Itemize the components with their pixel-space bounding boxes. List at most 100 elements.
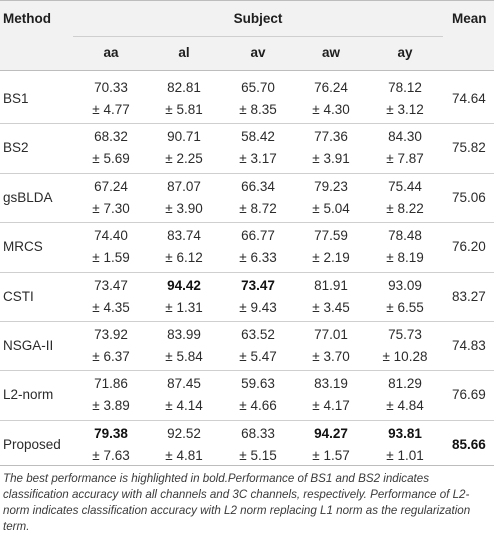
cell-value: 66.34 bbox=[241, 178, 275, 194]
cell-value: 59.63 bbox=[241, 376, 275, 392]
cell-sd: ± 3.12 bbox=[386, 102, 424, 117]
cell-sd: ± 2.19 bbox=[312, 250, 350, 266]
cell-sd: ± 3.70 bbox=[312, 349, 350, 364]
cell-value: 77.01 bbox=[314, 327, 348, 342]
subject-underline bbox=[73, 36, 443, 37]
row-method: Proposed bbox=[3, 436, 61, 452]
cell-value: 84.30 bbox=[388, 129, 422, 145]
cell-sd: ± 8.19 bbox=[386, 250, 424, 266]
row-mean: 85.66 bbox=[452, 436, 486, 452]
cell-sd: ± 8.22 bbox=[386, 200, 424, 216]
cell-sd: ± 5.15 bbox=[239, 447, 277, 463]
cell-sd: ± 4.77 bbox=[92, 102, 130, 117]
cell-value: 92.52 bbox=[167, 425, 201, 441]
cell-value: 73.47 bbox=[94, 277, 128, 293]
cell-value: 76.24 bbox=[314, 80, 348, 95]
cell-sd: ± 6.37 bbox=[92, 349, 130, 364]
cell-sd: ± 4.17 bbox=[312, 398, 350, 414]
cell-sd: ± 5.81 bbox=[165, 102, 203, 117]
cell-value: 83.74 bbox=[167, 228, 201, 244]
table-footnote: The best performance is highlighted in b… bbox=[3, 472, 471, 533]
cell-value: 73.47 bbox=[241, 277, 275, 293]
cell-sd: ± 5.69 bbox=[92, 151, 130, 167]
header-mean: Mean bbox=[452, 11, 487, 26]
cell-sd: ± 6.12 bbox=[165, 250, 203, 266]
header-subject-aw: aw bbox=[321, 45, 340, 60]
row-method: MRCS bbox=[3, 239, 43, 255]
cell-sd: ± 3.17 bbox=[239, 151, 277, 167]
cell-sd: ± 5.47 bbox=[239, 349, 277, 364]
cell-value: 83.19 bbox=[314, 376, 348, 392]
cell-value: 87.07 bbox=[167, 178, 201, 194]
cell-sd: ± 3.91 bbox=[312, 151, 350, 167]
row-divider bbox=[0, 172, 494, 174]
cell-value: 81.29 bbox=[388, 376, 422, 392]
cell-value: 78.48 bbox=[388, 228, 422, 244]
cell-value: 82.81 bbox=[167, 80, 201, 95]
cell-sd: ± 3.45 bbox=[312, 299, 350, 315]
cell-value: 67.24 bbox=[94, 178, 128, 194]
cell-sd: ± 3.89 bbox=[92, 398, 130, 414]
cell-sd: ± 1.57 bbox=[312, 447, 350, 463]
cell-value: 68.33 bbox=[241, 425, 275, 441]
cell-sd: ± 4.84 bbox=[386, 398, 424, 414]
cell-sd: ± 4.35 bbox=[92, 299, 130, 315]
row-mean: 75.06 bbox=[452, 189, 486, 205]
bottom-rule bbox=[0, 465, 494, 466]
cell-sd: ± 1.59 bbox=[92, 250, 130, 266]
row-mean: 76.20 bbox=[452, 239, 486, 255]
cell-value: 73.92 bbox=[94, 327, 128, 342]
row-mean: 74.83 bbox=[452, 338, 486, 353]
cell-value: 81.91 bbox=[314, 277, 348, 293]
cell-value: 94.42 bbox=[167, 277, 201, 293]
row-mean: 76.69 bbox=[452, 387, 486, 403]
header-subject: Subject bbox=[233, 11, 283, 26]
top-rule bbox=[0, 0, 494, 1]
cell-value: 66.77 bbox=[241, 228, 275, 244]
cell-sd: ± 4.14 bbox=[165, 398, 203, 414]
row-method: CSTI bbox=[3, 288, 34, 304]
cell-sd: ± 8.35 bbox=[239, 102, 277, 117]
header-subject-al: al bbox=[178, 45, 190, 60]
cell-sd: ± 10.28 bbox=[382, 349, 428, 364]
cell-sd: ± 2.25 bbox=[165, 151, 203, 167]
header-subject-av: av bbox=[250, 45, 266, 60]
cell-sd: ± 4.66 bbox=[239, 398, 277, 414]
cell-value: 87.45 bbox=[167, 376, 201, 392]
cell-value: 90.71 bbox=[167, 129, 201, 145]
cell-value: 75.44 bbox=[388, 178, 422, 194]
row-divider bbox=[0, 222, 494, 224]
cell-value: 93.09 bbox=[388, 277, 422, 293]
cell-value: 65.70 bbox=[241, 80, 275, 95]
cell-sd: ± 6.33 bbox=[239, 250, 277, 266]
row-method: NSGA-II bbox=[3, 338, 54, 353]
row-divider bbox=[0, 123, 494, 125]
row-mean: 74.64 bbox=[452, 91, 486, 106]
cell-sd: ± 6.55 bbox=[386, 299, 424, 315]
header-subject-aa: aa bbox=[103, 45, 119, 60]
cell-sd: ± 1.31 bbox=[165, 299, 203, 315]
cell-value: 77.36 bbox=[314, 129, 348, 145]
cell-value: 74.40 bbox=[94, 228, 128, 244]
row-divider bbox=[0, 271, 494, 273]
cell-value: 78.12 bbox=[388, 80, 422, 95]
cell-value: 77.59 bbox=[314, 228, 348, 244]
row-divider bbox=[0, 370, 494, 372]
cell-sd: ± 9.43 bbox=[239, 299, 277, 315]
cell-sd: ± 5.84 bbox=[165, 349, 203, 364]
cell-sd: ± 1.01 bbox=[386, 447, 424, 463]
cell-value: 58.42 bbox=[241, 129, 275, 145]
row-method: gsBLDA bbox=[3, 189, 53, 205]
cell-value: 68.32 bbox=[94, 129, 128, 145]
cell-sd: ± 7.30 bbox=[92, 200, 130, 216]
cell-value: 83.99 bbox=[167, 327, 201, 342]
table-header-band bbox=[0, 0, 494, 70]
cell-sd: ± 3.90 bbox=[165, 200, 203, 216]
row-mean: 75.82 bbox=[452, 140, 486, 156]
cell-value: 63.52 bbox=[241, 327, 275, 342]
cell-value: 70.33 bbox=[94, 80, 128, 95]
row-divider bbox=[0, 419, 494, 421]
row-divider bbox=[0, 321, 494, 322]
cell-sd: ± 7.63 bbox=[92, 447, 130, 463]
